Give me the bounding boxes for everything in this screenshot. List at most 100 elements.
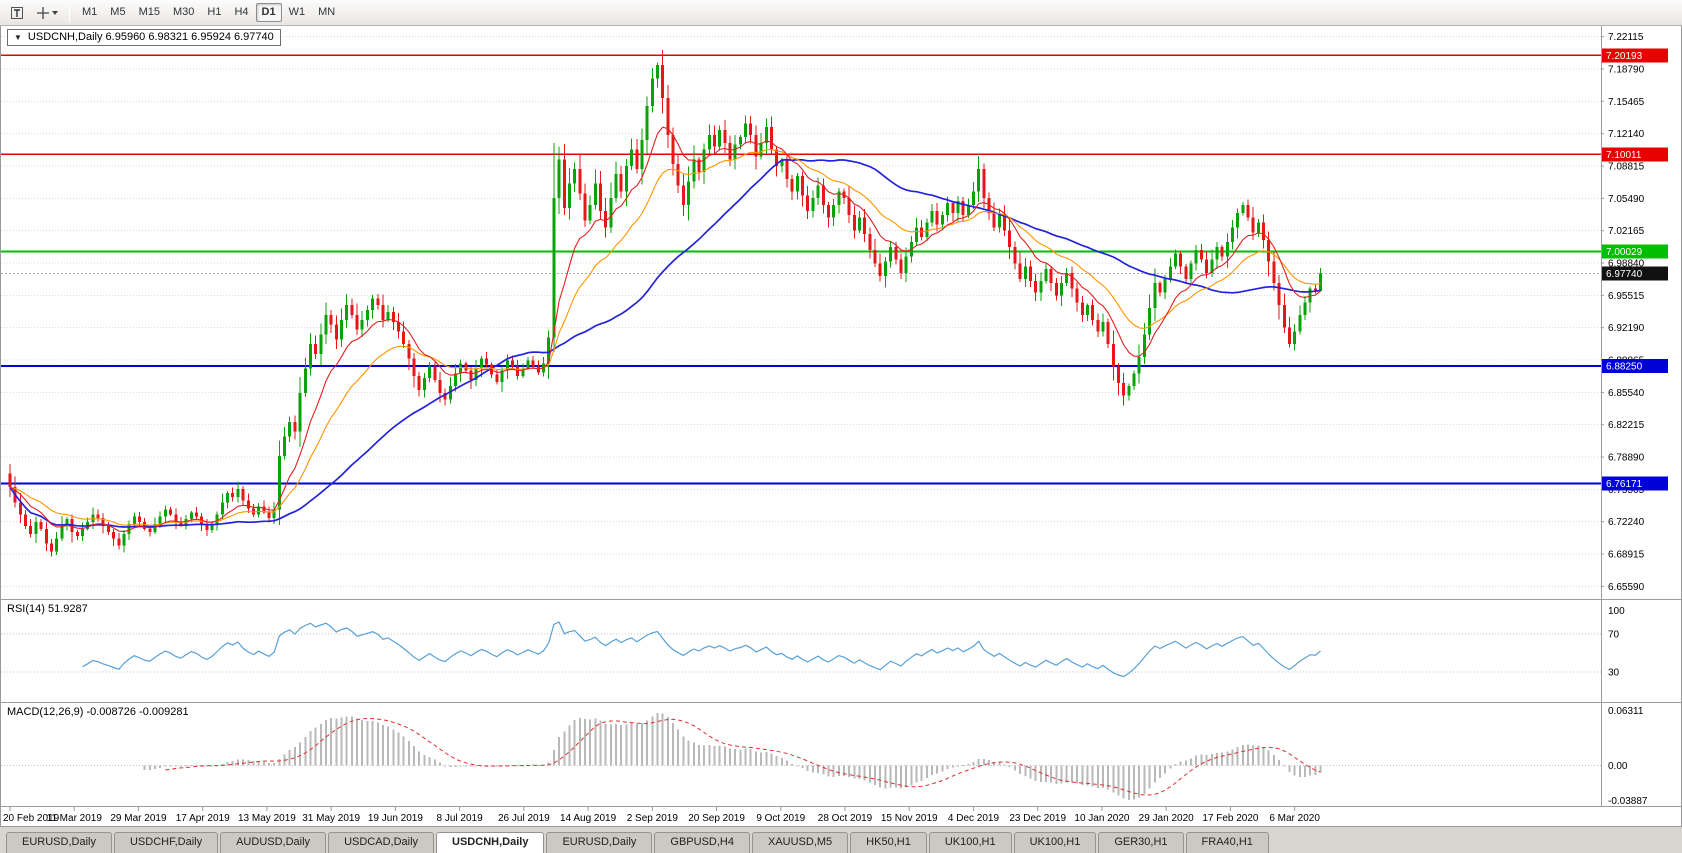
crosshair-tool-button[interactable] — [31, 3, 63, 23]
svg-text:8 Jul 2019: 8 Jul 2019 — [437, 813, 484, 824]
svg-text:6.65590: 6.65590 — [1608, 582, 1645, 593]
svg-text:2 Sep 2019: 2 Sep 2019 — [627, 813, 679, 824]
svg-text:-0.03887: -0.03887 — [1608, 796, 1648, 807]
chart-tabs-bar: EURUSD,Daily USDCHF,Daily AUDUSD,Daily USDC… — [0, 826, 1682, 853]
timeframe-button-M30[interactable]: M30 — [172, 6, 195, 18]
timeframe-button-H1[interactable]: H1 — [207, 6, 222, 18]
svg-text:29 Jan 2020: 29 Jan 2020 — [1139, 813, 1194, 824]
chart-tab-GBPUSD-H4[interactable]: GBPUSD,H4 — [654, 832, 750, 853]
svg-text:20 Feb 2019: 20 Feb 2019 — [3, 813, 60, 824]
chart-window: 7.22115 7.18790 7.15465 7.12140 7.08815 7.054… — [0, 26, 1682, 826]
timeframe-button-M15[interactable]: M15 — [138, 6, 160, 18]
text-tool-icon — [11, 6, 23, 19]
timeframe-button-M1[interactable]: M1 — [82, 6, 98, 18]
toolbar-separator — [69, 3, 70, 22]
svg-text:31 May 2019: 31 May 2019 — [302, 813, 360, 824]
svg-text:7.18790: 7.18790 — [1608, 64, 1645, 75]
svg-text:6.88250: 6.88250 — [1606, 362, 1643, 373]
svg-text:6.97740: 6.97740 — [1606, 269, 1643, 280]
chart-tab-UK100-H1[interactable]: UK100,H1 — [1013, 832, 1097, 853]
svg-text:19 Jun 2019: 19 Jun 2019 — [368, 813, 423, 824]
rsi-line — [82, 621, 1321, 678]
rsi-axis: 100 70 30 — [1608, 606, 1625, 678]
svg-text:100: 100 — [1608, 606, 1625, 617]
svg-text:23 Dec 2019: 23 Dec 2019 — [1009, 813, 1066, 824]
chart-tab-AUDUSD-Daily[interactable]: AUDUSD,Daily — [220, 832, 327, 853]
svg-text:6.72240: 6.72240 — [1608, 517, 1645, 528]
svg-text:6.78890: 6.78890 — [1608, 453, 1645, 464]
svg-text:6.92190: 6.92190 — [1608, 323, 1645, 334]
timeframe-button-W1[interactable]: W1 — [288, 6, 306, 18]
svg-text:0.00: 0.00 — [1608, 761, 1628, 772]
svg-text:6.98840: 6.98840 — [1608, 259, 1645, 270]
price-axis[interactable]: 7.22115 7.18790 7.15465 7.12140 7.08815 7.054… — [1601, 32, 1645, 593]
svg-text:7.12140: 7.12140 — [1608, 129, 1645, 140]
chart-tab-FRA40-H1[interactable]: FRA40,H1 — [1185, 832, 1269, 853]
chart-header-text: USDCNH,Daily 6.95960 6.98321 6.95924 6.9… — [27, 31, 274, 43]
text-tool-button[interactable] — [4, 3, 30, 23]
svg-text:20 Sep 2019: 20 Sep 2019 — [688, 813, 745, 824]
moving-average-45-line — [9, 158, 1321, 528]
horizontal-level-lines[interactable] — [1, 54, 1601, 485]
svg-text:26 Jul 2019: 26 Jul 2019 — [498, 813, 550, 824]
chart-tab-UK100-H1[interactable]: UK100,H1 — [928, 832, 1012, 853]
macd-signal-line — [165, 717, 1321, 796]
chart-canvas[interactable]: 7.22115 7.18790 7.15465 7.12140 7.08815 7.054… — [1, 26, 1682, 826]
chart-tab-GER30-H1[interactable]: GER30,H1 — [1098, 832, 1184, 853]
svg-text:29 Mar 2019: 29 Mar 2019 — [110, 813, 167, 824]
svg-text:7.22115: 7.22115 — [1608, 32, 1644, 43]
pane-separators — [1, 26, 1682, 807]
timeframe-buttons: M1 M5 M15 M30 H1 H4 D1 W1 MN — [76, 3, 341, 22]
svg-text:7.05490: 7.05490 — [1608, 194, 1645, 205]
timeframe-toolbar: M1 M5 M15 M30 H1 H4 D1 W1 MN — [0, 0, 1682, 26]
timeframe-button-M5[interactable]: M5 — [110, 6, 126, 18]
svg-text:14 Aug 2019: 14 Aug 2019 — [560, 813, 617, 824]
chart-tab-USDCNH-Daily[interactable]: USDCNH,Daily — [436, 832, 545, 853]
svg-text:7.08815: 7.08815 — [1608, 161, 1645, 172]
chart-tab-USDCAD-Daily[interactable]: USDCAD,Daily — [328, 832, 435, 853]
price-badges: 7.20193 7.10011 7.00029 6.88250 6.76171 6.977… — [1602, 48, 1668, 491]
timeframe-button-H4[interactable]: H4 — [234, 6, 249, 18]
timeframe-button-D1[interactable]: D1 — [255, 3, 282, 22]
timeframe-button-MN[interactable]: MN — [318, 6, 336, 18]
svg-text:17 Feb 2020: 17 Feb 2020 — [1202, 813, 1259, 824]
rsi-gridlines — [1, 633, 1601, 673]
svg-text:6.68915: 6.68915 — [1608, 550, 1645, 561]
svg-text:7.20193: 7.20193 — [1606, 51, 1643, 62]
chart-tab-EURUSD-Daily[interactable]: EURUSD,Daily — [546, 832, 653, 853]
svg-text:9 Oct 2019: 9 Oct 2019 — [756, 813, 805, 824]
chart-tab-EURUSD-Daily[interactable]: EURUSD,Daily — [6, 832, 112, 853]
svg-text:13 May 2019: 13 May 2019 — [238, 813, 296, 824]
chart-header[interactable]: ▼ USDCNH,Daily 6.95960 6.98321 6.95924 6… — [7, 29, 281, 46]
svg-text:6.82215: 6.82215 — [1608, 420, 1645, 431]
rsi-indicator-label: RSI(14) 51.9287 — [7, 603, 88, 615]
chart-tab-XAUUSD-M5[interactable]: XAUUSD,M5 — [751, 832, 849, 853]
svg-text:7.00029: 7.00029 — [1606, 247, 1643, 258]
svg-text:6.76171: 6.76171 — [1606, 479, 1643, 490]
macd-indicator-label: MACD(12,26,9) -0.008726 -0.009281 — [7, 706, 189, 718]
svg-text:7.15465: 7.15465 — [1608, 97, 1645, 108]
collapse-arrow-icon[interactable]: ▼ — [14, 33, 22, 42]
dropdown-caret-icon — [52, 10, 58, 15]
svg-text:15 Nov 2019: 15 Nov 2019 — [881, 813, 938, 824]
macd-axis: 0.06311 0.00 -0.03887 — [1608, 706, 1648, 807]
svg-text:6.95515: 6.95515 — [1608, 291, 1645, 302]
chart-tab-USDCHF-Daily[interactable]: USDCHF,Daily — [113, 832, 219, 853]
chart-tab-HK50-H1[interactable]: HK50,H1 — [850, 832, 927, 853]
moving-average-10-line — [9, 126, 1321, 533]
svg-text:11 Mar 2019: 11 Mar 2019 — [47, 813, 103, 824]
crosshair-tool-icon — [37, 6, 58, 19]
svg-text:0.06311: 0.06311 — [1608, 706, 1644, 717]
svg-text:10 Jan 2020: 10 Jan 2020 — [1074, 813, 1129, 824]
macd-histogram — [143, 712, 1322, 800]
price-gridlines — [1, 36, 1601, 587]
svg-text:30: 30 — [1608, 667, 1620, 678]
svg-text:7.02165: 7.02165 — [1608, 226, 1645, 237]
candlesticks — [8, 49, 1323, 557]
svg-text:17 Apr 2019: 17 Apr 2019 — [176, 813, 230, 824]
moving-average-21-line — [9, 149, 1321, 526]
svg-text:28 Oct 2019: 28 Oct 2019 — [818, 813, 873, 824]
svg-text:70: 70 — [1608, 630, 1620, 641]
